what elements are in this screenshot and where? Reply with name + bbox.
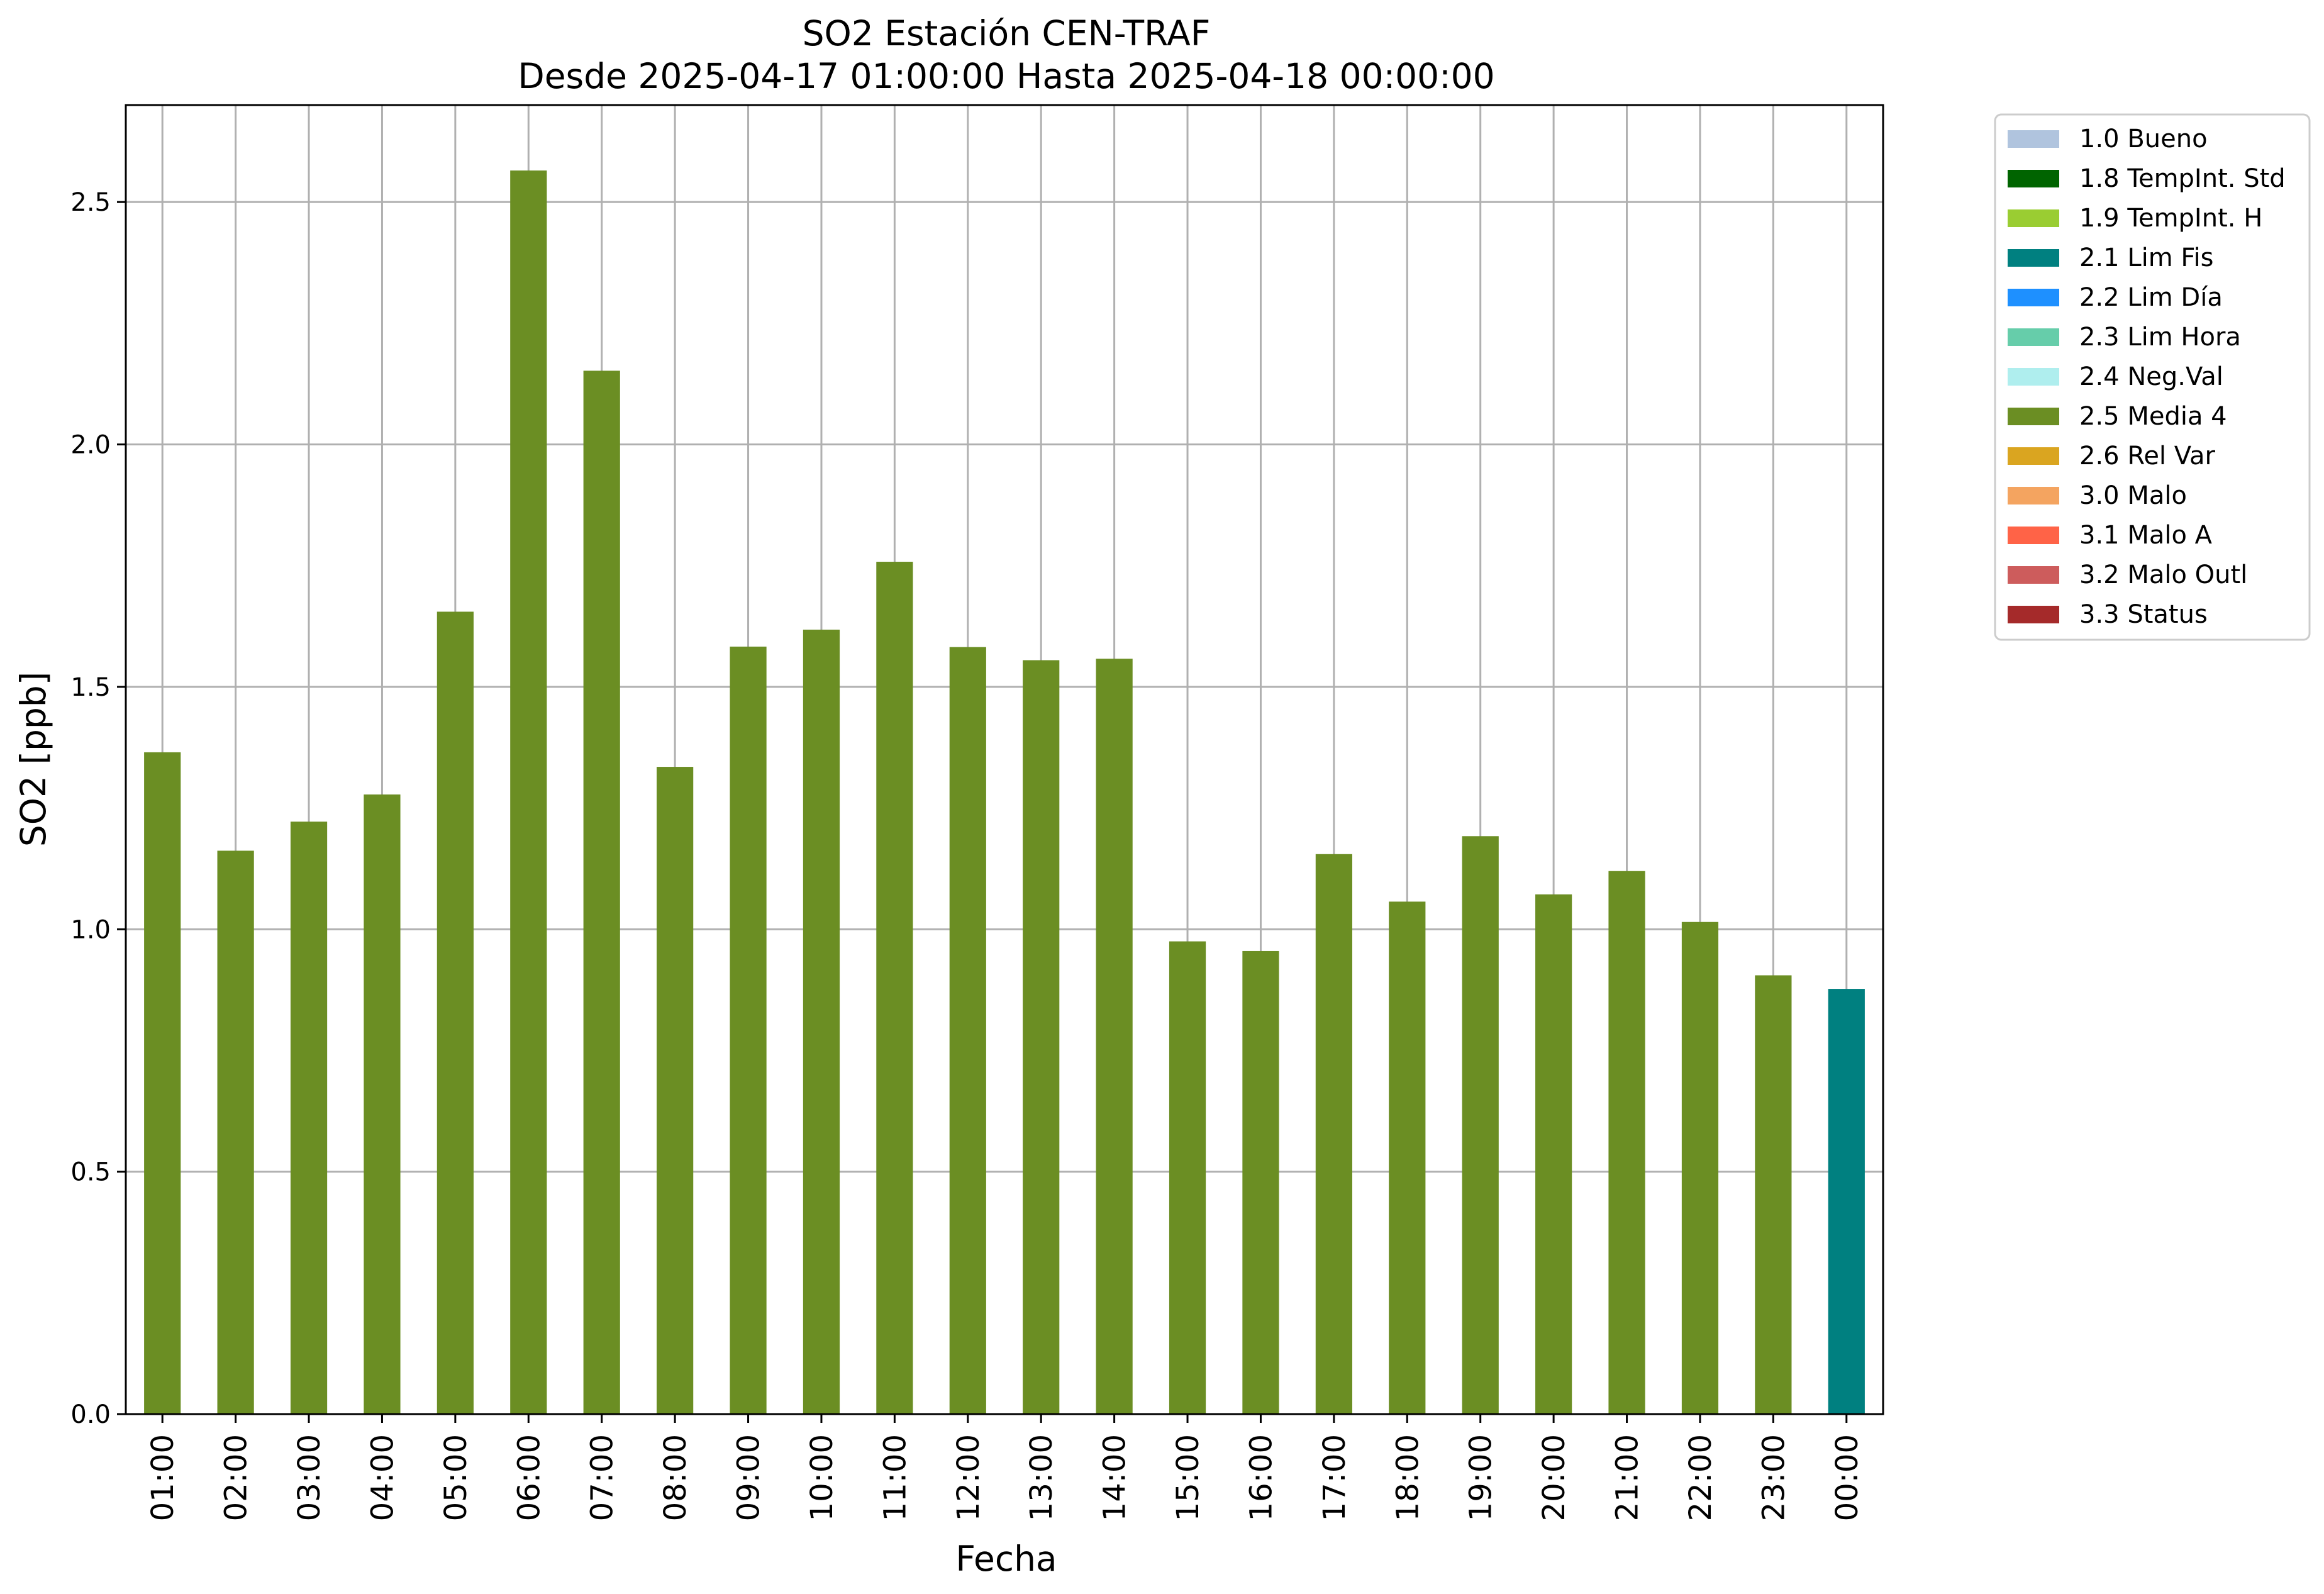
x-tick-label: 07:00 — [585, 1434, 620, 1521]
x-tick-label: 01:00 — [145, 1434, 181, 1521]
y-tick-label: 0.5 — [70, 1158, 111, 1187]
bar-21:00 — [1608, 871, 1645, 1414]
bar-20:00 — [1535, 894, 1572, 1414]
y-tick-label: 1.0 — [70, 915, 111, 944]
x-tick-label: 14:00 — [1098, 1434, 1133, 1521]
bar-17:00 — [1315, 854, 1352, 1414]
legend-swatch — [2008, 408, 2059, 425]
bar-16:00 — [1242, 950, 1279, 1414]
x-tick-label: 02:00 — [219, 1434, 254, 1521]
legend-swatch — [2008, 368, 2059, 386]
legend-label: 3.0 Malo — [2079, 481, 2187, 510]
bar-15:00 — [1169, 941, 1206, 1414]
bar-11:00 — [876, 562, 913, 1414]
bar-23:00 — [1755, 975, 1792, 1414]
x-axis-label: Fecha — [955, 1539, 1057, 1579]
x-tick-label: 16:00 — [1243, 1434, 1279, 1521]
x-tick-label: 20:00 — [1537, 1434, 1572, 1521]
x-tick-label: 23:00 — [1756, 1434, 1791, 1521]
y-tick-label: 0.0 — [70, 1400, 111, 1429]
legend-label: 2.4 Neg.Val — [2079, 362, 2223, 391]
legend-label: 1.8 TempInt. Std — [2079, 164, 2286, 193]
legend-label: 2.5 Media 4 — [2079, 402, 2227, 431]
x-tick-label: 03:00 — [292, 1434, 327, 1521]
x-tick-label: 05:00 — [438, 1434, 474, 1521]
legend-swatch — [2008, 447, 2059, 465]
x-tick-label: 08:00 — [658, 1434, 693, 1521]
x-tick-label: 12:00 — [951, 1434, 986, 1521]
bar-12:00 — [949, 647, 986, 1414]
legend-swatch — [2008, 328, 2059, 346]
bar-10:00 — [803, 629, 840, 1415]
x-tick-label: 15:00 — [1170, 1434, 1206, 1521]
legend-swatch — [2008, 289, 2059, 306]
x-tick-label: 13:00 — [1024, 1434, 1059, 1521]
y-axis-label: SO2 [ppb] — [13, 672, 53, 847]
legend-swatch — [2008, 170, 2059, 187]
y-axis-ticks: 0.0 0.5 1.0 1.5 2.0 2.5 — [70, 188, 126, 1429]
x-tick-label: 10:00 — [804, 1434, 840, 1521]
x-axis-ticks: 01:00 02:00 03:00 04:00 05:00 06:00 07:00 08:00… — [145, 1414, 1865, 1521]
x-tick-label: 21:00 — [1610, 1434, 1645, 1521]
legend-label: 1.0 Bueno — [2079, 125, 2208, 153]
legend-swatch — [2008, 130, 2059, 148]
bar-04:00 — [364, 794, 401, 1414]
legend-label: 2.6 Rel Var — [2079, 442, 2216, 471]
bar-01:00 — [144, 752, 181, 1414]
x-tick-label: 11:00 — [877, 1434, 913, 1521]
y-tick-label: 2.5 — [70, 188, 111, 217]
legend-swatch — [2008, 566, 2059, 584]
plot-frame — [125, 104, 1884, 1415]
chart-title: SO2 Estación CEN-TRAF — [803, 13, 1211, 53]
chart-subtitle: Desde 2025-04-17 01:00:00 Hasta 2025-04-… — [518, 56, 1494, 96]
bar-02:00 — [217, 850, 254, 1414]
x-tick-label: 17:00 — [1317, 1434, 1352, 1521]
x-tick-label: 19:00 — [1464, 1434, 1499, 1521]
bar-06:00 — [510, 170, 547, 1414]
bar-22:00 — [1681, 922, 1719, 1414]
x-tick-label: 06:00 — [511, 1434, 547, 1521]
x-tick-label: 00:00 — [1830, 1434, 1865, 1521]
x-tick-label: 04:00 — [365, 1434, 400, 1521]
bar-05:00 — [436, 611, 474, 1414]
bar-00:00 — [1828, 989, 1865, 1414]
bar-13:00 — [1023, 660, 1060, 1414]
legend-swatch — [2008, 527, 2059, 544]
legend-swatch — [2008, 249, 2059, 267]
x-tick-label: 22:00 — [1683, 1434, 1718, 1521]
legend-label: 2.1 Lim Fis — [2079, 243, 2213, 272]
legend-swatch — [2008, 487, 2059, 504]
legend-label: 1.9 TempInt. H — [2079, 204, 2262, 233]
legend-swatch — [2008, 209, 2059, 227]
legend-swatch — [2008, 606, 2059, 623]
x-tick-label: 18:00 — [1390, 1434, 1425, 1521]
bar-19:00 — [1462, 836, 1499, 1414]
y-tick-label: 2.0 — [70, 431, 111, 460]
bar-03:00 — [290, 822, 328, 1414]
legend-label: 3.3 Status — [2079, 600, 2208, 629]
legend: 1.0 Bueno 1.8 TempInt. Std 1.9 TempInt. H 2… — [1994, 113, 2311, 641]
bar-08:00 — [657, 767, 694, 1414]
bar-14:00 — [1096, 659, 1133, 1414]
bars — [144, 170, 1865, 1415]
legend-label: 2.2 Lim Día — [2079, 283, 2223, 312]
bar-18:00 — [1389, 901, 1426, 1414]
legend-box — [1994, 113, 2311, 641]
legend-label: 2.3 Lim Hora — [2079, 323, 2241, 352]
x-tick-label: 09:00 — [731, 1434, 767, 1521]
legend-label: 3.1 Malo A — [2079, 521, 2213, 550]
y-tick-label: 1.5 — [70, 673, 111, 702]
legend-label: 3.2 Malo Outl — [2079, 560, 2247, 589]
bar-09:00 — [730, 646, 767, 1414]
bar-07:00 — [583, 371, 620, 1414]
